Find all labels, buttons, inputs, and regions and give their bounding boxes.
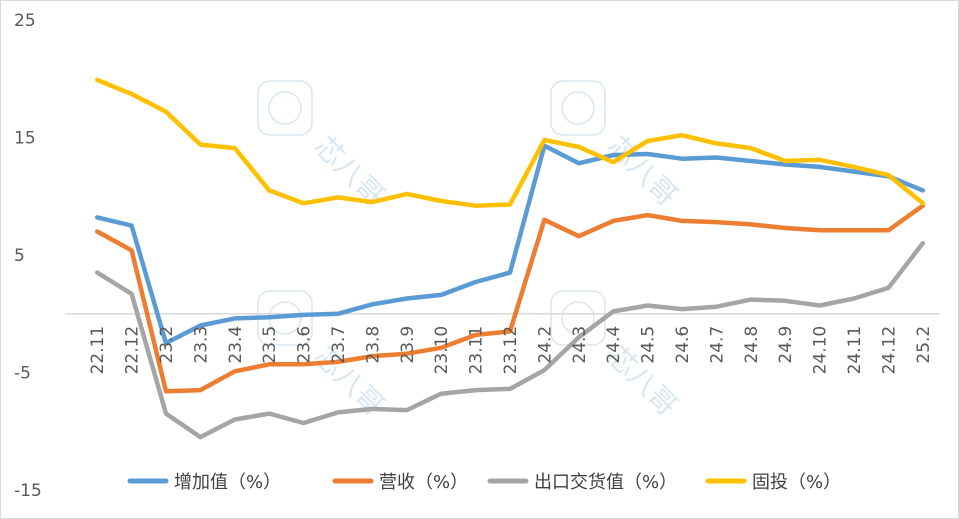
x-tick-label: 24.10 (811, 326, 831, 375)
y-tick-label: -5 (14, 364, 31, 384)
x-tick-label: 24.2 (535, 326, 555, 364)
legend-item: 固投（%） (705, 472, 841, 493)
series-line-4 (94, 77, 926, 208)
x-tick-label: 23.4 (226, 326, 246, 364)
legend-label: 固投（%） (752, 472, 841, 493)
x-tick-label: 23.10 (432, 326, 452, 375)
y-axis-ticks: 25 15 5 -5 -15 (14, 11, 42, 501)
x-tick-label: 23.7 (329, 326, 349, 364)
legend: 增加值（%） 营收（%） 出口交货值（%） 固投（%） (127, 472, 841, 493)
watermark-logo-icon (257, 80, 313, 136)
x-tick-label: 23.12 (501, 326, 521, 375)
x-tick-label: 22.12 (123, 326, 143, 375)
x-tick-label: 23.6 (295, 326, 315, 364)
x-tick-label: 24.12 (879, 326, 899, 375)
x-tick-label: 22.11 (88, 326, 108, 375)
x-axis-ticks: 22.11 22.12 23.2 23.3 23.4 23.5 23.6 23.7 23.8 23… (88, 326, 934, 375)
watermark-logo-ring (268, 91, 302, 125)
x-tick-label: 24.4 (604, 326, 624, 364)
series-line-3 (94, 241, 926, 440)
x-tick-label: 23.2 (157, 326, 177, 364)
x-tick-label: 23.3 (191, 326, 211, 364)
y-tick-label: 5 (14, 246, 25, 266)
x-tick-label: 23.8 (363, 326, 383, 364)
series-layer (94, 77, 926, 440)
x-tick-label: 23.9 (398, 326, 418, 364)
series-line-2 (94, 203, 926, 394)
x-tick-label: 24.11 (845, 326, 865, 375)
x-tick-label: 24.5 (639, 326, 659, 364)
x-tick-label: 24.9 (776, 326, 796, 364)
legend-item: 出口交货值（%） (487, 472, 677, 493)
legend-label: 营收（%） (379, 472, 468, 493)
x-tick-label: 24.3 (570, 326, 590, 364)
legend-label: 增加值（%） (174, 472, 281, 493)
x-tick-label: 25.2 (914, 326, 934, 364)
legend-label: 出口交货值（%） (534, 472, 677, 493)
y-tick-label: 15 (14, 129, 36, 149)
legend-item: 增加值（%） (127, 472, 281, 493)
x-tick-label: 23.11 (467, 326, 487, 375)
y-tick-label: 25 (14, 11, 36, 31)
watermark-logo-ring (561, 91, 595, 125)
x-tick-label: 23.5 (260, 326, 280, 364)
series-line-1 (94, 143, 926, 346)
legend-item: 营收（%） (332, 472, 468, 493)
watermark-logo-icon (550, 80, 606, 136)
y-tick-label: -15 (14, 481, 42, 501)
x-tick-label: 24.6 (673, 326, 693, 364)
x-tick-label: 24.8 (742, 326, 762, 364)
x-tick-label: 24.7 (707, 326, 727, 364)
watermark-logo-ring (561, 301, 595, 335)
